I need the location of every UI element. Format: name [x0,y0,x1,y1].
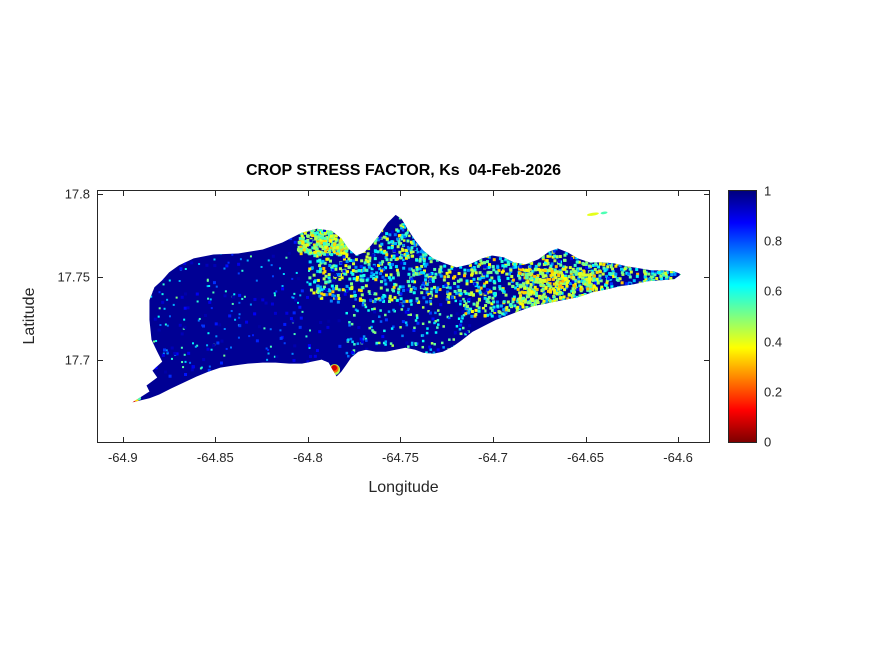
y-tick-label: 17.8 [64,186,90,202]
colorbar-tick-label: 0.2 [764,384,783,400]
heatmap-canvas [98,191,709,442]
plot-area [97,190,710,443]
x-tick-label: -64.85 [196,450,234,465]
colorbar [728,190,757,443]
y-axis-label: Latitude [21,287,38,345]
x-axis-label: Longitude [368,479,439,496]
x-tick-label: -64.6 [663,450,693,465]
colorbar-tick-label: 0.6 [764,283,783,299]
x-tick-label: -64.75 [382,450,419,465]
colorbar-tick-label: 1 [764,183,772,199]
colorbar-tick-label: 0.4 [764,334,783,350]
x-tick-label: -64.8 [293,450,323,465]
colorbar-tick-label: 0 [764,434,772,450]
x-tick-label: -64.9 [107,450,138,465]
colorbar-tick-label: 0.8 [764,233,783,249]
colorbar-gradient [729,191,756,442]
x-tick-label: -64.7 [478,450,508,465]
chart-title: CROP STRESS FACTOR, Ks 04-Feb-2026 [245,162,562,179]
y-tick-label: 17.75 [57,269,90,285]
y-tick-label: 17.7 [64,352,90,368]
x-tick-label: -64.65 [567,450,604,465]
